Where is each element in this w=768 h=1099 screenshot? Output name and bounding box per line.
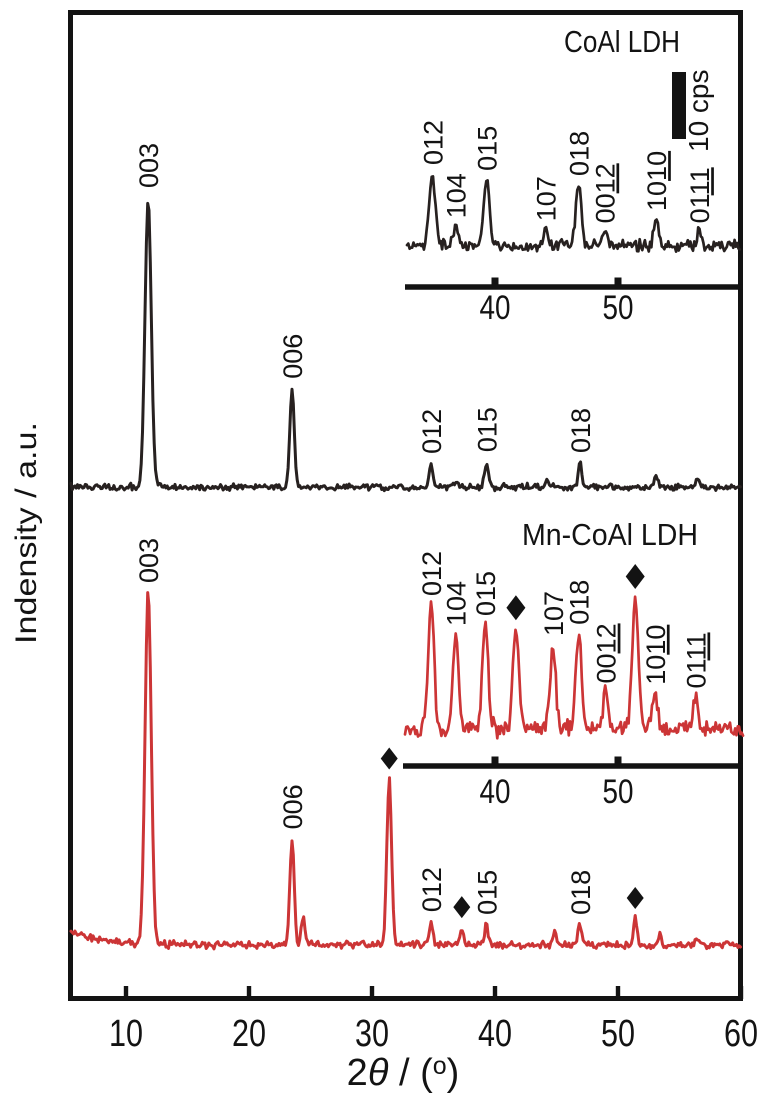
diamond-marker (626, 886, 644, 909)
x-tick-label: 40 (478, 1013, 512, 1055)
peak-label-006: 006 (278, 784, 308, 829)
inset-axis-tick (491, 756, 499, 764)
peak-label-0111: 0111 (681, 632, 711, 688)
peak-label-104: 104 (442, 581, 472, 626)
chart-content: 10 20 30 40 50 60 2θ / (o) 003 006 012 015 018 003 00… (69, 120, 758, 1094)
diamond-marker (380, 747, 398, 770)
x-axis-tick (123, 986, 129, 999)
series-title-mn-coal-ldh: Mn-CoAl LDH (522, 517, 698, 552)
peak-label-107: 107 (531, 176, 561, 221)
peak-label-018: 018 (565, 580, 595, 625)
peak-label-0111: 0111 (685, 167, 715, 223)
trace-coal-ldh (69, 201, 742, 493)
peak-label-012: 012 (417, 551, 447, 596)
peak-label-018: 018 (566, 870, 596, 915)
trace-mn-coal-ldh (69, 591, 742, 951)
peak-label-018: 018 (566, 408, 596, 453)
x-tick-label: 30 (355, 1013, 389, 1055)
peak-label-012: 012 (417, 867, 447, 912)
inset-axis-tick (614, 277, 622, 285)
peak-label-0012: 0012 (590, 163, 620, 223)
peak-label-012: 012 (418, 120, 448, 165)
intensity-scale-bar (672, 72, 686, 139)
diamond-marker (625, 564, 645, 589)
inset-tick-label: 50 (603, 289, 634, 327)
peak-label-107: 107 (539, 591, 569, 636)
peak-label-0012: 0012 (592, 623, 622, 683)
peak-label-006: 006 (278, 334, 308, 379)
peak-label-104: 104 (442, 173, 472, 218)
x-axis-tick (492, 986, 498, 999)
x-axis-tick (738, 986, 744, 999)
inset-axis-tick (491, 277, 499, 285)
x-tick-label: 50 (601, 1013, 635, 1055)
x-axis-tick (369, 986, 375, 999)
peak-label-018: 018 (565, 131, 595, 176)
x-axis-label: 2θ / (o) (347, 1052, 460, 1094)
peak-label-015: 015 (471, 571, 501, 616)
x-tick-label: 60 (724, 1013, 758, 1055)
peak-label-1010: 1010 (642, 151, 672, 211)
y-axis-label: Indensity / a.u. (10, 422, 43, 644)
scale-bar-label: 10 cps (683, 70, 714, 153)
diamond-marker (453, 896, 471, 919)
plot-frame (68, 10, 743, 1001)
peak-label-1010: 1010 (641, 625, 671, 685)
peak-label-012: 012 (417, 409, 447, 454)
peak-label-015: 015 (472, 870, 502, 915)
peak-label-015: 015 (472, 126, 502, 171)
diamond-marker (506, 595, 526, 621)
inset-tick-label: 40 (480, 773, 511, 811)
x-tick-label: 10 (109, 1013, 143, 1055)
inset-tick-label: 50 (603, 773, 634, 811)
peak-label-003: 003 (134, 538, 164, 583)
inset-axis-tick (614, 756, 622, 764)
peak-label-003: 003 (134, 143, 164, 188)
x-axis-tick (615, 986, 621, 999)
inset-trace-mn-coal-ldh (403, 595, 745, 740)
x-tick-label: 20 (232, 1013, 266, 1055)
x-axis-tick (246, 986, 252, 999)
series-title-coal-ldh: CoAl LDH (564, 24, 680, 59)
inset-trace-coal-ldh (405, 175, 742, 253)
peak-label-015: 015 (472, 407, 502, 452)
inset-tick-label: 40 (480, 289, 511, 327)
